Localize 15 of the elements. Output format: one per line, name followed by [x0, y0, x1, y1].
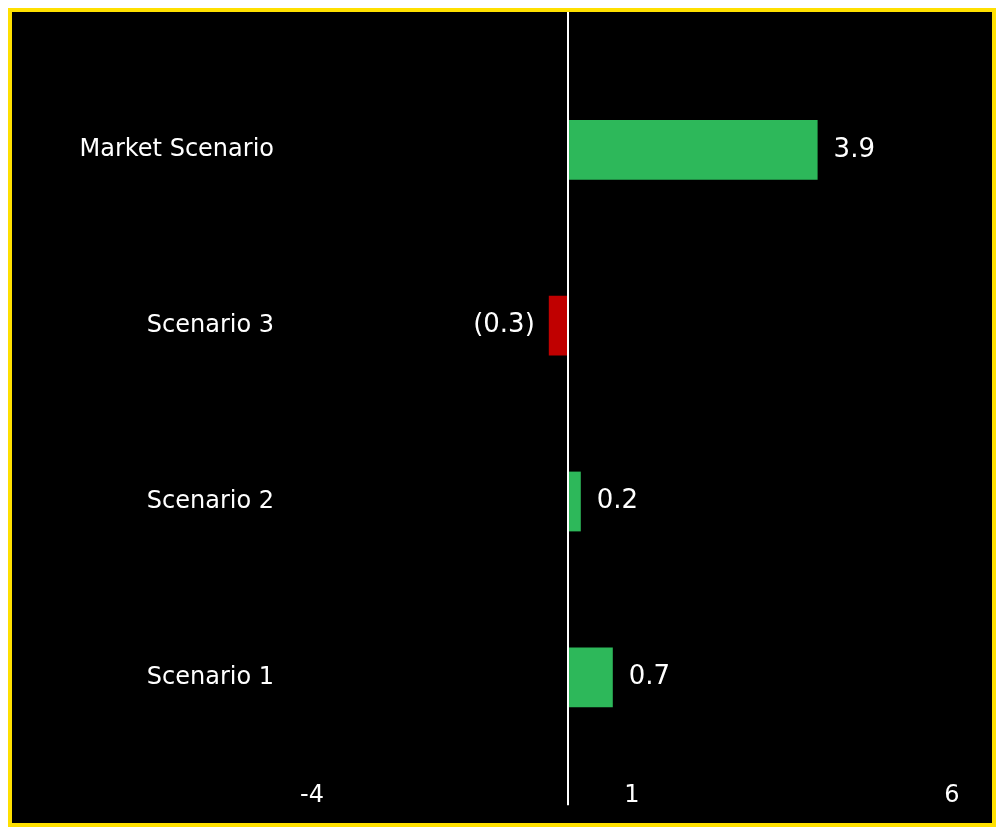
x-tick-label: 1 [624, 779, 640, 808]
y-tick-label: Scenario 1 [146, 661, 274, 690]
bar [568, 471, 581, 532]
y-tick-label: Scenario 3 [146, 309, 274, 338]
y-tick-label: Market Scenario [79, 134, 274, 163]
y-tick-label: Scenario 2 [146, 485, 274, 514]
data-label: 3.9 [833, 132, 875, 163]
data-label: (0.3) [473, 308, 535, 339]
data-label: 0.2 [596, 484, 639, 515]
bar [548, 295, 568, 356]
bar [568, 647, 613, 708]
data-label: 0.7 [628, 660, 671, 691]
bar [568, 120, 818, 180]
x-tick-label: -4 [300, 779, 324, 808]
x-tick-label: 6 [944, 779, 960, 808]
